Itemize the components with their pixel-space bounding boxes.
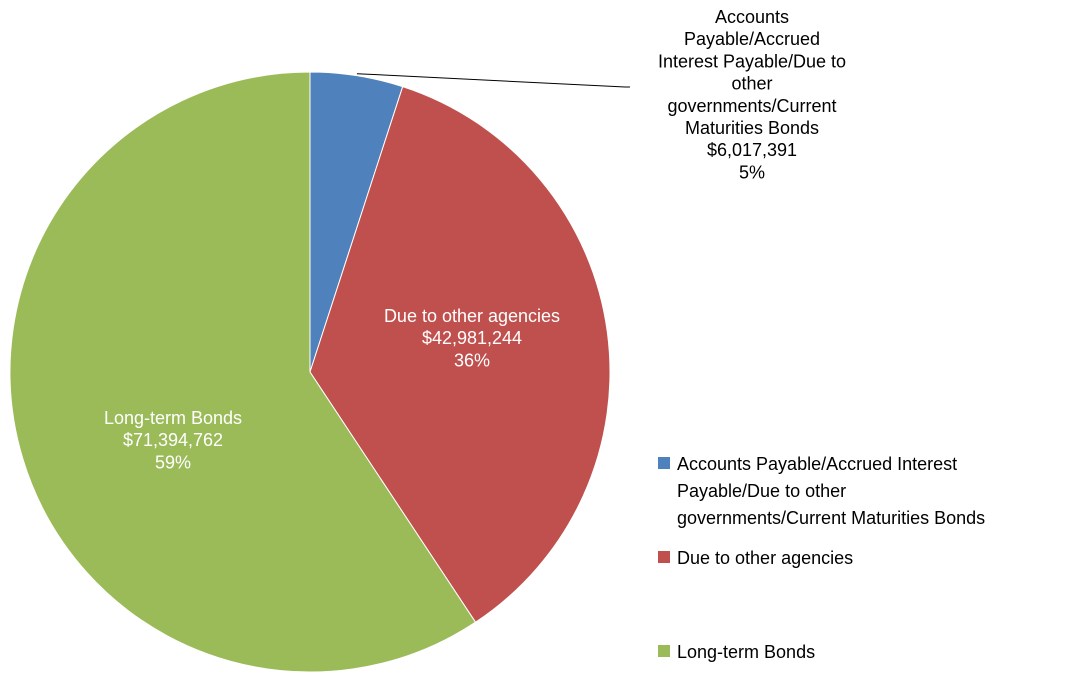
data-label-slice-1: Accounts Payable/Accrued Interest Payable/… [658, 7, 846, 182]
legend-label-1: Accounts Payable/Accrued Interest Payable… [677, 454, 985, 528]
legend-swatch-2 [658, 551, 670, 563]
pie-slices [9, 71, 611, 673]
pie-slice-2 [309, 86, 611, 623]
data-label-slice-2: Due to other agencies $42,981,244 36% [384, 306, 560, 370]
data-labels: Accounts Payable/Accrued Interest Payable/… [104, 7, 846, 472]
data-label-slice-3: Long-term Bonds $71,394,762 59% [104, 408, 242, 472]
legend-swatch-1 [658, 457, 670, 469]
leader-line [356, 73, 630, 88]
pie-slice-3 [9, 71, 477, 673]
leader-lines [356, 73, 630, 88]
legend-swatch-3 [658, 645, 670, 657]
legend-label-2: Due to other agencies [677, 548, 853, 568]
legend-label-3: Long-term Bonds [677, 642, 815, 662]
legend: Accounts Payable/Accrued Interest Payable… [658, 454, 985, 662]
